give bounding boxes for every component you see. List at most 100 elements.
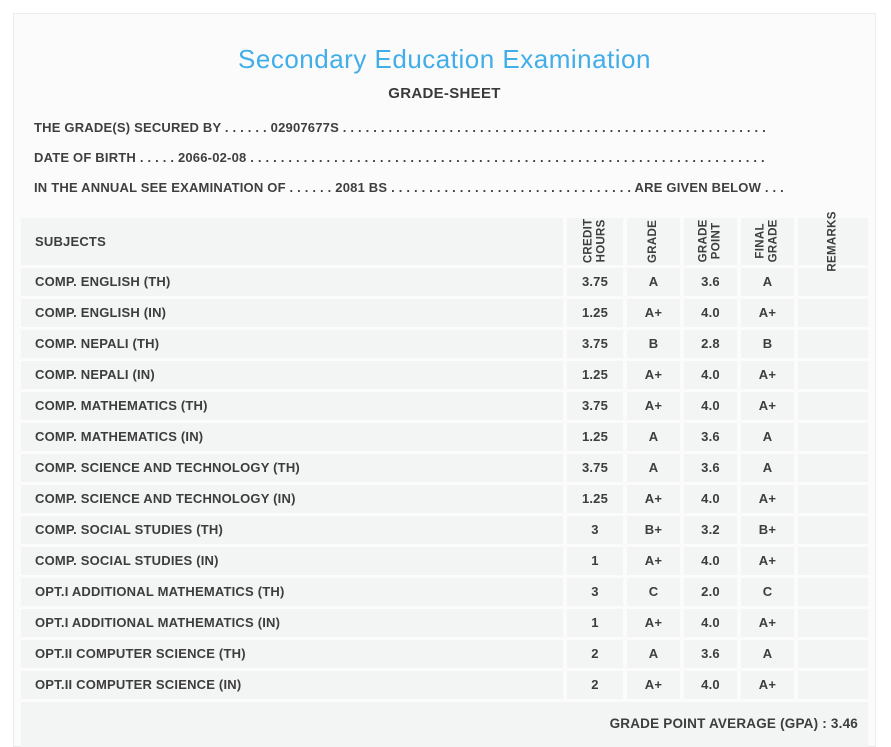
- remarks-cell: [798, 546, 868, 575]
- subject-cell: COMP. SOCIAL STUDIES (TH): [21, 515, 563, 544]
- credit-hours-cell: 1.25: [567, 484, 623, 513]
- credit-hours-cell: 3.75: [567, 267, 623, 296]
- grade-point-cell: 2.8: [684, 329, 737, 358]
- grade-point-cell: 4.0: [684, 360, 737, 389]
- page-subtitle: GRADE-SHEET: [388, 84, 501, 102]
- final-grade-cell: A: [741, 453, 794, 482]
- final-grade-cell: A: [741, 422, 794, 451]
- subject-cell: OPT.II COMPUTER SCIENCE (IN): [21, 670, 563, 699]
- final-grade-header-label: FINAL GRADE: [754, 219, 780, 263]
- grade-cell: A: [627, 639, 680, 668]
- remarks-header-cell: REMARKS: [798, 211, 868, 271]
- final-grade-cell: C: [741, 577, 794, 606]
- final-grade-cell: A+: [741, 546, 794, 575]
- info-line-date-of-birth: DATE OF BIRTH . . . . . 2066-02-08 . . .…: [34, 149, 765, 165]
- credit-hours-cell: 1: [567, 608, 623, 637]
- subject-cell: COMP. NEPALI (IN): [21, 360, 563, 389]
- grade-header-cell: GRADE: [627, 217, 680, 265]
- grade-point-cell: 3.6: [684, 267, 737, 296]
- subject-cell: COMP. ENGLISH (TH): [21, 267, 563, 296]
- grade-point-cell: 4.0: [684, 608, 737, 637]
- credit-hours-cell: 1.25: [567, 422, 623, 451]
- gpa-value-label: GRADE POINT AVERAGE (GPA) : 3.46: [609, 715, 858, 731]
- final-grade-cell: A+: [741, 670, 794, 699]
- credit-hours-cell: 2: [567, 639, 623, 668]
- grades-table: SUBJECTS CREDIT HOURS GRADE GRADE POINT …: [21, 211, 868, 699]
- grade-point-cell: 4.0: [684, 670, 737, 699]
- subject-cell: COMP. NEPALI (TH): [21, 329, 563, 358]
- final-grade-cell: A+: [741, 298, 794, 327]
- credit-hours-cell: 1: [567, 546, 623, 575]
- grade-cell: A+: [627, 670, 680, 699]
- grade-cell: C: [627, 577, 680, 606]
- grade-point-cell: 3.6: [684, 639, 737, 668]
- subject-cell: OPT.I ADDITIONAL MATHEMATICS (TH): [21, 577, 563, 606]
- remarks-cell: [798, 484, 868, 513]
- credit-hours-cell: 3: [567, 577, 623, 606]
- remarks-cell: [798, 329, 868, 358]
- grade-cell: A+: [627, 608, 680, 637]
- credit-hours-cell: 3: [567, 515, 623, 544]
- candidate-info: THE GRADE(S) SECURED BY . . . . . . 0290…: [21, 113, 868, 203]
- grade-cell: A+: [627, 391, 680, 420]
- final-grade-cell: B: [741, 329, 794, 358]
- grade-cell: A: [627, 267, 680, 296]
- grade-cell: B+: [627, 515, 680, 544]
- subject-cell: COMP. SCIENCE AND TECHNOLOGY (TH): [21, 453, 563, 482]
- grade-cell: A+: [627, 546, 680, 575]
- remarks-cell: [798, 670, 868, 699]
- subjects-header-label: SUBJECTS: [35, 233, 106, 249]
- remarks-cell: [798, 608, 868, 637]
- credit-hours-cell: 3.75: [567, 391, 623, 420]
- info-line-examination-of: IN THE ANNUAL SEE EXAMINATION OF . . . .…: [34, 179, 784, 195]
- remarks-cell: [798, 391, 868, 420]
- grade-point-cell: 3.6: [684, 422, 737, 451]
- grade-sheet-card: Secondary Education Examination GRADE-SH…: [13, 13, 876, 747]
- remarks-cell: [798, 515, 868, 544]
- grade-cell: A: [627, 422, 680, 451]
- subject-cell: COMP. MATHEMATICS (TH): [21, 391, 563, 420]
- grade-cell: A+: [627, 484, 680, 513]
- remarks-cell: [798, 577, 868, 606]
- grade-point-cell: 3.6: [684, 453, 737, 482]
- grade-point-cell: 2.0: [684, 577, 737, 606]
- subject-cell: COMP. MATHEMATICS (IN): [21, 422, 563, 451]
- credit-hours-cell: 2: [567, 670, 623, 699]
- final-grade-cell: B+: [741, 515, 794, 544]
- final-grade-cell: A+: [741, 484, 794, 513]
- final-grade-cell: A: [741, 639, 794, 668]
- final-grade-cell: A+: [741, 391, 794, 420]
- grade-point-cell: 4.0: [684, 484, 737, 513]
- remarks-cell: [798, 639, 868, 668]
- credit-hours-cell: 1.25: [567, 360, 623, 389]
- remarks-cell: [798, 453, 868, 482]
- credit-hours-header-cell: CREDIT HOURS: [567, 217, 623, 265]
- remarks-cell: [798, 360, 868, 389]
- remarks-cell: [798, 298, 868, 327]
- remarks-cell: [798, 267, 868, 296]
- grade-cell: A+: [627, 298, 680, 327]
- subjects-header-cell: SUBJECTS: [21, 217, 563, 265]
- credit-hours-cell: 3.75: [567, 329, 623, 358]
- credit-hours-cell: 1.25: [567, 298, 623, 327]
- grade-point-cell: 4.0: [684, 391, 737, 420]
- grade-point-cell: 3.2: [684, 515, 737, 544]
- subject-cell: COMP. ENGLISH (IN): [21, 298, 563, 327]
- subject-cell: OPT.I ADDITIONAL MATHEMATICS (IN): [21, 608, 563, 637]
- grade-point-cell: 4.0: [684, 546, 737, 575]
- gpa-summary-band: GRADE POINT AVERAGE (GPA) : 3.46: [21, 701, 868, 747]
- credit-hours-header-label: CREDIT HOURS: [582, 218, 607, 264]
- final-grade-header-cell: FINAL GRADE: [741, 217, 794, 265]
- subject-cell: OPT.II COMPUTER SCIENCE (TH): [21, 639, 563, 668]
- grade-cell: B: [627, 329, 680, 358]
- grade-header-label: GRADE: [647, 219, 660, 263]
- remarks-cell: [798, 422, 868, 451]
- page-title: Secondary Education Examination: [238, 44, 651, 74]
- remarks-header-label: REMARKS: [826, 210, 839, 272]
- subject-cell: COMP. SCIENCE AND TECHNOLOGY (IN): [21, 484, 563, 513]
- credit-hours-cell: 3.75: [567, 453, 623, 482]
- final-grade-cell: A+: [741, 608, 794, 637]
- final-grade-cell: A: [741, 267, 794, 296]
- final-grade-cell: A+: [741, 360, 794, 389]
